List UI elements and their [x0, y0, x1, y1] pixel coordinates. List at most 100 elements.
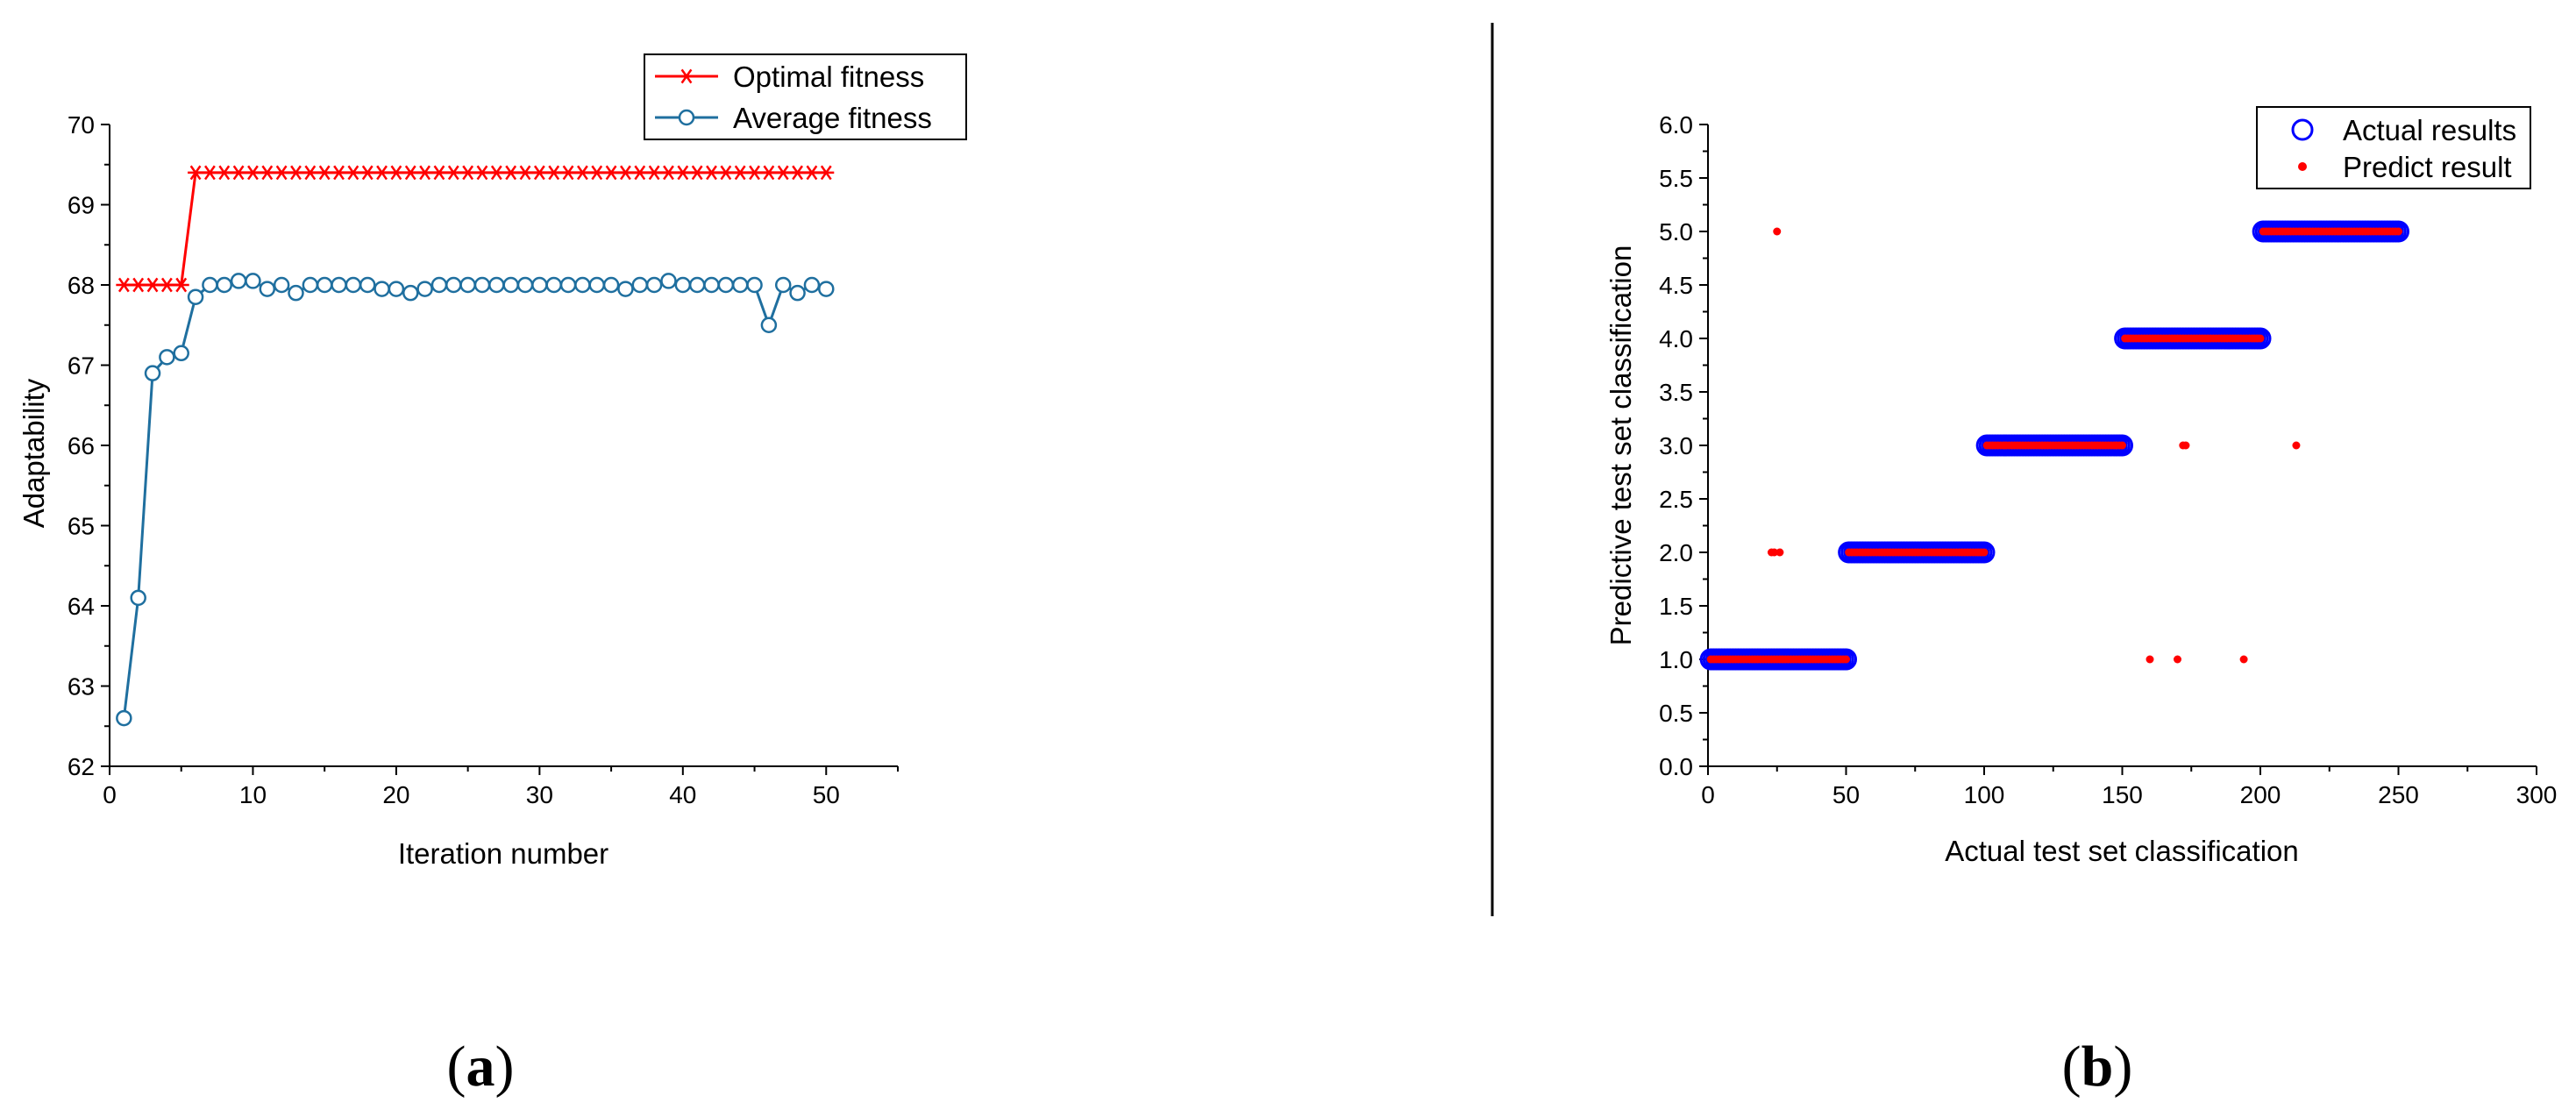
data-point-optimal-fitness	[473, 165, 490, 181]
fitness-x-axis-label: Iteration number	[398, 837, 608, 870]
data-point-average-fitness	[288, 284, 304, 302]
data-point-average-fitness	[216, 276, 233, 294]
data-point-average-fitness	[789, 284, 806, 302]
y-tick-label: 64	[68, 593, 95, 620]
data-point-optimal-fitness	[130, 277, 146, 293]
data-point-average-fitness	[774, 276, 792, 294]
y-tick-label: 67	[68, 352, 95, 380]
data-point-optimal-fitness	[689, 165, 706, 181]
legend-optimal-fitness-marker	[679, 68, 694, 84]
data-point-average-fitness	[660, 273, 677, 289]
data-point-average-fitness	[545, 276, 562, 294]
data-point-average-fitness	[516, 276, 534, 294]
y-tick-label: 2.5	[1659, 486, 1693, 513]
y-tick-label: 63	[68, 673, 95, 701]
data-point-predict-result	[1842, 655, 1850, 664]
data-point-optimal-fitness	[617, 165, 634, 181]
legend-predict-result-marker	[2298, 162, 2307, 171]
data-point-optimal-fitness	[517, 165, 534, 181]
data-point-average-fitness	[388, 281, 405, 297]
caption-a: (a)	[447, 1035, 515, 1099]
data-point-average-fitness	[202, 276, 218, 294]
data-point-average-fitness	[645, 276, 663, 294]
data-point-optimal-fitness	[202, 165, 218, 181]
classification-legend: Actual results Predict result	[2256, 106, 2531, 189]
classification-x-axis-label: Actual test set classification	[1945, 835, 2299, 867]
data-point-optimal-fitness	[818, 165, 835, 181]
y-tick-label: 62	[68, 753, 95, 780]
data-point-optimal-fitness	[545, 165, 562, 181]
y-tick-label: 3.5	[1659, 379, 1693, 406]
data-point-average-fitness	[488, 276, 505, 294]
data-point-predict-result	[2292, 441, 2301, 450]
y-tick-label: 5.5	[1659, 165, 1693, 192]
data-point-average-fitness	[159, 349, 175, 366]
data-point-predict-result	[1770, 548, 1779, 557]
data-point-predict-result	[2181, 441, 2190, 450]
data-point-average-fitness	[588, 276, 605, 294]
legend-average-fitness-label: Average fitness	[733, 102, 932, 134]
data-point-optimal-fitness	[445, 165, 462, 181]
data-point-optimal-fitness	[588, 165, 605, 181]
data-point-predict-result	[2145, 655, 2154, 664]
data-point-optimal-fitness	[145, 277, 161, 293]
caption-b: (b)	[2062, 1035, 2133, 1099]
data-point-optimal-fitness	[302, 165, 318, 181]
data-point-optimal-fitness	[574, 165, 591, 181]
data-point-predict-result	[2174, 655, 2181, 664]
y-tick-label: 1.0	[1659, 646, 1693, 673]
data-point-optimal-fitness	[359, 165, 376, 181]
data-point-average-fitness	[302, 276, 319, 294]
x-tick-label: 50	[813, 781, 840, 808]
classification-plot-area: 0 50 100 150 200 250 300 0.0 0.5 1.0 1.5 2.0 2.5 3.0 3…	[1659, 111, 2557, 808]
x-tick-label: 20	[382, 781, 409, 808]
y-tick-label: 69	[68, 192, 95, 219]
data-point-optimal-fitness	[775, 165, 792, 181]
data-point-optimal-fitness	[531, 165, 548, 181]
data-point-average-fitness	[144, 365, 161, 381]
data-point-optimal-fitness	[803, 165, 820, 181]
data-point-optimal-fitness	[431, 165, 447, 181]
data-point-optimal-fitness	[116, 277, 132, 293]
x-tick-label: 0	[103, 781, 117, 808]
data-point-optimal-fitness	[274, 165, 290, 181]
data-point-optimal-fitness	[488, 165, 505, 181]
y-tick-label: 4.0	[1659, 325, 1693, 352]
data-point-average-fitness	[259, 281, 276, 297]
data-point-average-fitness	[402, 284, 419, 302]
data-point-average-fitness	[187, 288, 204, 305]
data-point-optimal-fitness	[173, 277, 189, 293]
data-point-average-fitness	[331, 276, 347, 294]
data-point-average-fitness	[818, 281, 835, 297]
data-point-predict-result	[1773, 227, 1782, 236]
data-point-average-fitness	[703, 276, 720, 294]
legend-average-fitness-marker	[678, 109, 695, 126]
classification-y-axis-label: Predictive test set classification	[1605, 245, 1637, 646]
data-point-average-fitness	[374, 281, 390, 297]
data-point-average-fitness	[674, 276, 692, 294]
data-point-average-fitness	[173, 345, 189, 362]
data-point-optimal-fitness	[674, 165, 691, 181]
data-point-average-fitness	[731, 276, 749, 294]
data-point-optimal-fitness	[331, 165, 347, 181]
data-point-average-fitness	[416, 281, 433, 297]
data-point-average-fitness	[116, 709, 132, 727]
data-point-optimal-fitness	[416, 165, 433, 181]
fitness-legend-box	[644, 53, 967, 140]
x-tick-label: 100	[1964, 781, 2005, 808]
fitness-plot-area: 0 10 20 30 40 50 62 63 64 65 66 67 68 69 70	[68, 111, 899, 808]
data-point-optimal-fitness	[345, 165, 361, 181]
data-point-average-fitness	[803, 276, 821, 294]
data-point-optimal-fitness	[402, 165, 419, 181]
y-tick-label: 0.5	[1659, 700, 1693, 727]
y-tick-label: 66	[68, 432, 95, 459]
y-tick-label: 70	[68, 111, 95, 139]
data-point-average-fitness	[459, 276, 476, 294]
fitness-y-axis-label: Adaptability	[18, 378, 50, 528]
data-point-average-fitness	[473, 276, 491, 294]
data-point-optimal-fitness	[245, 165, 261, 181]
legend-circle-marker	[2291, 118, 2314, 141]
legend-actual-results-marker	[2291, 118, 2314, 141]
